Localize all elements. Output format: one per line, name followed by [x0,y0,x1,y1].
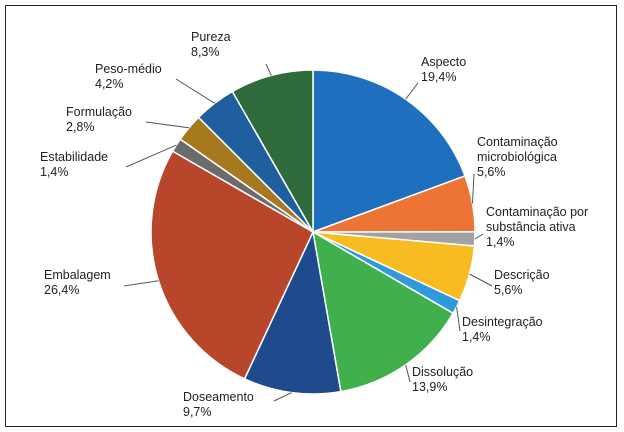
slice-label-name: microbiológica [477,150,557,164]
pie-slice-doseamento [243,229,342,395]
slice-label: Aspecto 19,4% [421,55,466,84]
slice-label-value: 4,2% [95,77,124,91]
leader-line [469,273,493,287]
pie-slice-aspecto [312,69,466,234]
slice-label-value: 5,6% [494,283,523,297]
slice-label: Descrição 5,6% [494,268,550,297]
slice-label-name: Descrição [494,268,550,282]
leader-line [125,144,177,168]
slice-label-value: 1,4% [40,165,69,179]
slice-label-name: Dissolução [412,365,473,379]
leader-line [456,307,461,332]
slice-label-name: Doseamento [183,390,254,404]
slice-label-value: 19,4% [421,70,456,84]
slice-label-name: Desintegração [462,315,543,329]
chart-frame: Aspecto 19,4% Contaminação microbiológica 5,… [5,5,617,427]
slice-label: Dissolução 13,9% [412,365,473,394]
slice-label: Doseamento 9,7% [183,390,254,419]
leader-line [175,78,215,104]
pie-slice-embalagem [150,150,314,380]
leader-line [474,233,484,240]
slice-label-value: 5,6% [477,165,506,179]
leader-line [472,173,475,204]
slice-label: Peso-médio 4,2% [95,62,162,91]
slice-label-name: Contaminação por [486,205,588,219]
slice-label-name: Embalagem [44,268,111,282]
slice-label-name: Pureza [191,30,231,44]
slice-label-value: 2,8% [66,120,95,134]
slice-label-name: Contaminação [477,135,558,149]
leader-lines [123,63,493,402]
leader-line [405,364,411,383]
slice-label: Contaminação microbiológica 5,6% [477,135,558,179]
leader-line [123,280,159,287]
slice-label-name: Estabilidade [40,150,108,164]
slice-label-value: 26,4% [44,283,79,297]
leader-line [273,392,292,402]
slice-label-value: 9,7% [183,405,212,419]
slice-label-name: Peso-médio [95,62,162,76]
slice-label-value: 1,4% [486,235,515,249]
leader-line [405,82,419,100]
pie-chart: Aspecto 19,4%Contaminação microbiológica 5,… [40,30,588,419]
slice-label: Pureza 8,3% [191,30,231,59]
slice-label: Embalagem 26,4% [44,268,111,297]
leader-line [265,63,272,76]
slice-label-name: Aspecto [421,55,466,69]
slice-label-value: 8,3% [191,45,220,59]
slice-label-value: 13,9% [412,380,447,394]
slice-label: Contaminação por substância ativa 1,4% [486,205,588,249]
leader-line [145,121,189,129]
slice-label-value: 1,4% [462,330,491,344]
slice-label-name: Formulação [66,105,132,119]
slice-label: Desintegração 1,4% [462,315,543,344]
slice-label: Formulação 2,8% [66,105,132,134]
slice-label: Estabilidade 1,4% [40,150,108,179]
pie-slice-dissolucao [311,230,455,393]
pie-slices [150,69,476,395]
slice-labels: Aspecto 19,4%Contaminação microbiológica 5,… [40,30,588,419]
slice-label-name: substância ativa [486,220,576,234]
